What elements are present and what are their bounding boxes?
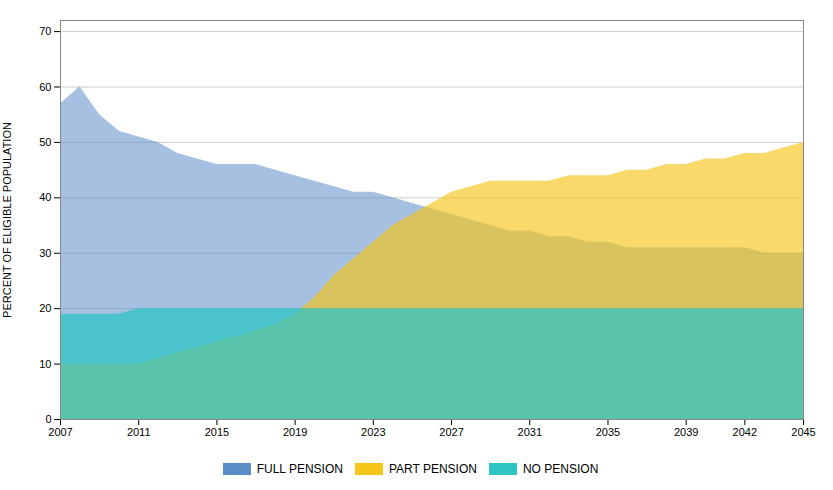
html-text:PART PENSION: PART PENSION: [388, 462, 477, 476]
svg-text:2035: 2035: [596, 426, 620, 438]
svg-text:0: 0: [45, 413, 51, 425]
svg-text:2027: 2027: [439, 426, 463, 438]
svg-text:2039: 2039: [674, 426, 698, 438]
svg-text:10: 10: [39, 358, 51, 370]
svg-text:2007: 2007: [48, 426, 72, 438]
svg-text:2023: 2023: [361, 426, 385, 438]
svg-text:2031: 2031: [518, 426, 542, 438]
svg-text:PERCENT OF ELIGIBLE POPULATION: PERCENT OF ELIGIBLE POPULATION: [1, 122, 13, 318]
svg-text:20: 20: [39, 302, 51, 314]
svg-text:40: 40: [39, 191, 51, 203]
html-text:NO PENSION: NO PENSION: [523, 462, 599, 476]
html-text:FULL PENSION: FULL PENSION: [256, 462, 343, 476]
svg-text:2045: 2045: [791, 426, 815, 438]
svg-text:2019: 2019: [283, 426, 307, 438]
svg-text:30: 30: [39, 247, 51, 259]
svg-text:60: 60: [39, 81, 51, 93]
svg-text:50: 50: [39, 136, 51, 148]
svg-text:2011: 2011: [127, 426, 151, 438]
svg-text:2015: 2015: [205, 426, 229, 438]
svg-text:2042: 2042: [733, 426, 757, 438]
svg-text:70: 70: [39, 25, 51, 37]
